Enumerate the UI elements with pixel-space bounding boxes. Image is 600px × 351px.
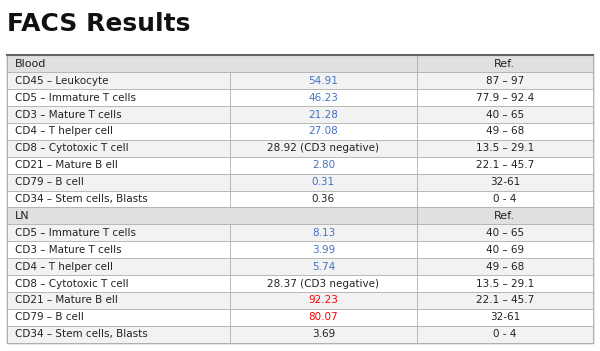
FancyBboxPatch shape: [7, 123, 230, 140]
Text: 0.31: 0.31: [312, 177, 335, 187]
Text: FACS Results: FACS Results: [7, 12, 191, 36]
FancyBboxPatch shape: [230, 224, 417, 241]
Text: Ref.: Ref.: [494, 211, 515, 221]
FancyBboxPatch shape: [417, 106, 593, 123]
FancyBboxPatch shape: [230, 72, 417, 89]
Text: CD79 – B cell: CD79 – B cell: [14, 177, 83, 187]
Text: 0 - 4: 0 - 4: [493, 194, 517, 204]
FancyBboxPatch shape: [230, 309, 417, 326]
Text: 22.1 – 45.7: 22.1 – 45.7: [476, 160, 534, 170]
FancyBboxPatch shape: [7, 275, 230, 292]
FancyBboxPatch shape: [230, 157, 417, 174]
Text: 28.37 (CD3 negative): 28.37 (CD3 negative): [268, 278, 379, 289]
FancyBboxPatch shape: [230, 123, 417, 140]
Text: 13.5 – 29.1: 13.5 – 29.1: [476, 143, 534, 153]
FancyBboxPatch shape: [230, 106, 417, 123]
FancyBboxPatch shape: [7, 241, 230, 258]
FancyBboxPatch shape: [417, 326, 593, 343]
FancyBboxPatch shape: [417, 140, 593, 157]
Text: 54.91: 54.91: [308, 76, 338, 86]
FancyBboxPatch shape: [230, 140, 417, 157]
FancyBboxPatch shape: [7, 224, 230, 241]
FancyBboxPatch shape: [417, 275, 593, 292]
Text: 77.9 – 92.4: 77.9 – 92.4: [476, 93, 534, 102]
FancyBboxPatch shape: [230, 275, 417, 292]
FancyBboxPatch shape: [230, 292, 417, 309]
Text: CD34 – Stem cells, Blasts: CD34 – Stem cells, Blasts: [14, 194, 147, 204]
FancyBboxPatch shape: [417, 258, 593, 275]
Text: 27.08: 27.08: [308, 126, 338, 137]
Text: CD21 – Mature B ell: CD21 – Mature B ell: [14, 296, 118, 305]
FancyBboxPatch shape: [7, 326, 230, 343]
FancyBboxPatch shape: [230, 89, 417, 106]
Text: CD4 – T helper cell: CD4 – T helper cell: [14, 126, 113, 137]
Text: 87 – 97: 87 – 97: [486, 76, 524, 86]
Text: 8.13: 8.13: [312, 228, 335, 238]
Text: CD4 – T helper cell: CD4 – T helper cell: [14, 261, 113, 272]
FancyBboxPatch shape: [230, 191, 417, 207]
Text: 49 – 68: 49 – 68: [486, 261, 524, 272]
Text: CD3 – Mature T cells: CD3 – Mature T cells: [14, 110, 121, 119]
Text: 40 – 65: 40 – 65: [486, 228, 524, 238]
Text: 32-61: 32-61: [490, 312, 520, 322]
FancyBboxPatch shape: [417, 72, 593, 89]
FancyBboxPatch shape: [7, 55, 417, 72]
Text: CD34 – Stem cells, Blasts: CD34 – Stem cells, Blasts: [14, 329, 147, 339]
FancyBboxPatch shape: [417, 55, 593, 72]
Text: 40 – 65: 40 – 65: [486, 110, 524, 119]
Text: CD21 – Mature B ell: CD21 – Mature B ell: [14, 160, 118, 170]
FancyBboxPatch shape: [7, 72, 230, 89]
FancyBboxPatch shape: [417, 292, 593, 309]
FancyBboxPatch shape: [7, 140, 230, 157]
Text: 49 – 68: 49 – 68: [486, 126, 524, 137]
FancyBboxPatch shape: [230, 326, 417, 343]
Text: 5.74: 5.74: [312, 261, 335, 272]
Text: CD3 – Mature T cells: CD3 – Mature T cells: [14, 245, 121, 255]
FancyBboxPatch shape: [230, 174, 417, 191]
Text: 0.36: 0.36: [312, 194, 335, 204]
Text: 3.69: 3.69: [312, 329, 335, 339]
Text: 80.07: 80.07: [308, 312, 338, 322]
Text: 46.23: 46.23: [308, 93, 338, 102]
Text: 22.1 – 45.7: 22.1 – 45.7: [476, 296, 534, 305]
Text: 28.92 (CD3 negative): 28.92 (CD3 negative): [268, 143, 379, 153]
Text: 2.80: 2.80: [312, 160, 335, 170]
Text: CD5 – Immature T cells: CD5 – Immature T cells: [14, 228, 136, 238]
FancyBboxPatch shape: [7, 309, 230, 326]
Text: LN: LN: [14, 211, 29, 221]
FancyBboxPatch shape: [417, 174, 593, 191]
Text: CD8 – Cytotoxic T cell: CD8 – Cytotoxic T cell: [14, 278, 128, 289]
Text: 3.99: 3.99: [312, 245, 335, 255]
FancyBboxPatch shape: [417, 309, 593, 326]
FancyBboxPatch shape: [417, 224, 593, 241]
FancyBboxPatch shape: [7, 89, 230, 106]
Text: CD45 – Leukocyte: CD45 – Leukocyte: [14, 76, 108, 86]
FancyBboxPatch shape: [417, 191, 593, 207]
FancyBboxPatch shape: [7, 174, 230, 191]
Text: 32-61: 32-61: [490, 177, 520, 187]
FancyBboxPatch shape: [417, 157, 593, 174]
FancyBboxPatch shape: [417, 207, 593, 224]
FancyBboxPatch shape: [7, 157, 230, 174]
FancyBboxPatch shape: [7, 207, 417, 224]
Text: CD5 – Immature T cells: CD5 – Immature T cells: [14, 93, 136, 102]
FancyBboxPatch shape: [7, 258, 230, 275]
Text: CD79 – B cell: CD79 – B cell: [14, 312, 83, 322]
FancyBboxPatch shape: [7, 106, 230, 123]
Text: 92.23: 92.23: [308, 296, 338, 305]
FancyBboxPatch shape: [230, 258, 417, 275]
Text: 21.28: 21.28: [308, 110, 338, 119]
Text: 13.5 – 29.1: 13.5 – 29.1: [476, 278, 534, 289]
FancyBboxPatch shape: [7, 191, 230, 207]
Text: 40 – 69: 40 – 69: [486, 245, 524, 255]
FancyBboxPatch shape: [417, 241, 593, 258]
Text: 0 - 4: 0 - 4: [493, 329, 517, 339]
FancyBboxPatch shape: [230, 241, 417, 258]
Text: Ref.: Ref.: [494, 59, 515, 69]
FancyBboxPatch shape: [7, 292, 230, 309]
FancyBboxPatch shape: [417, 123, 593, 140]
Text: CD8 – Cytotoxic T cell: CD8 – Cytotoxic T cell: [14, 143, 128, 153]
Text: Blood: Blood: [14, 59, 46, 69]
FancyBboxPatch shape: [417, 89, 593, 106]
